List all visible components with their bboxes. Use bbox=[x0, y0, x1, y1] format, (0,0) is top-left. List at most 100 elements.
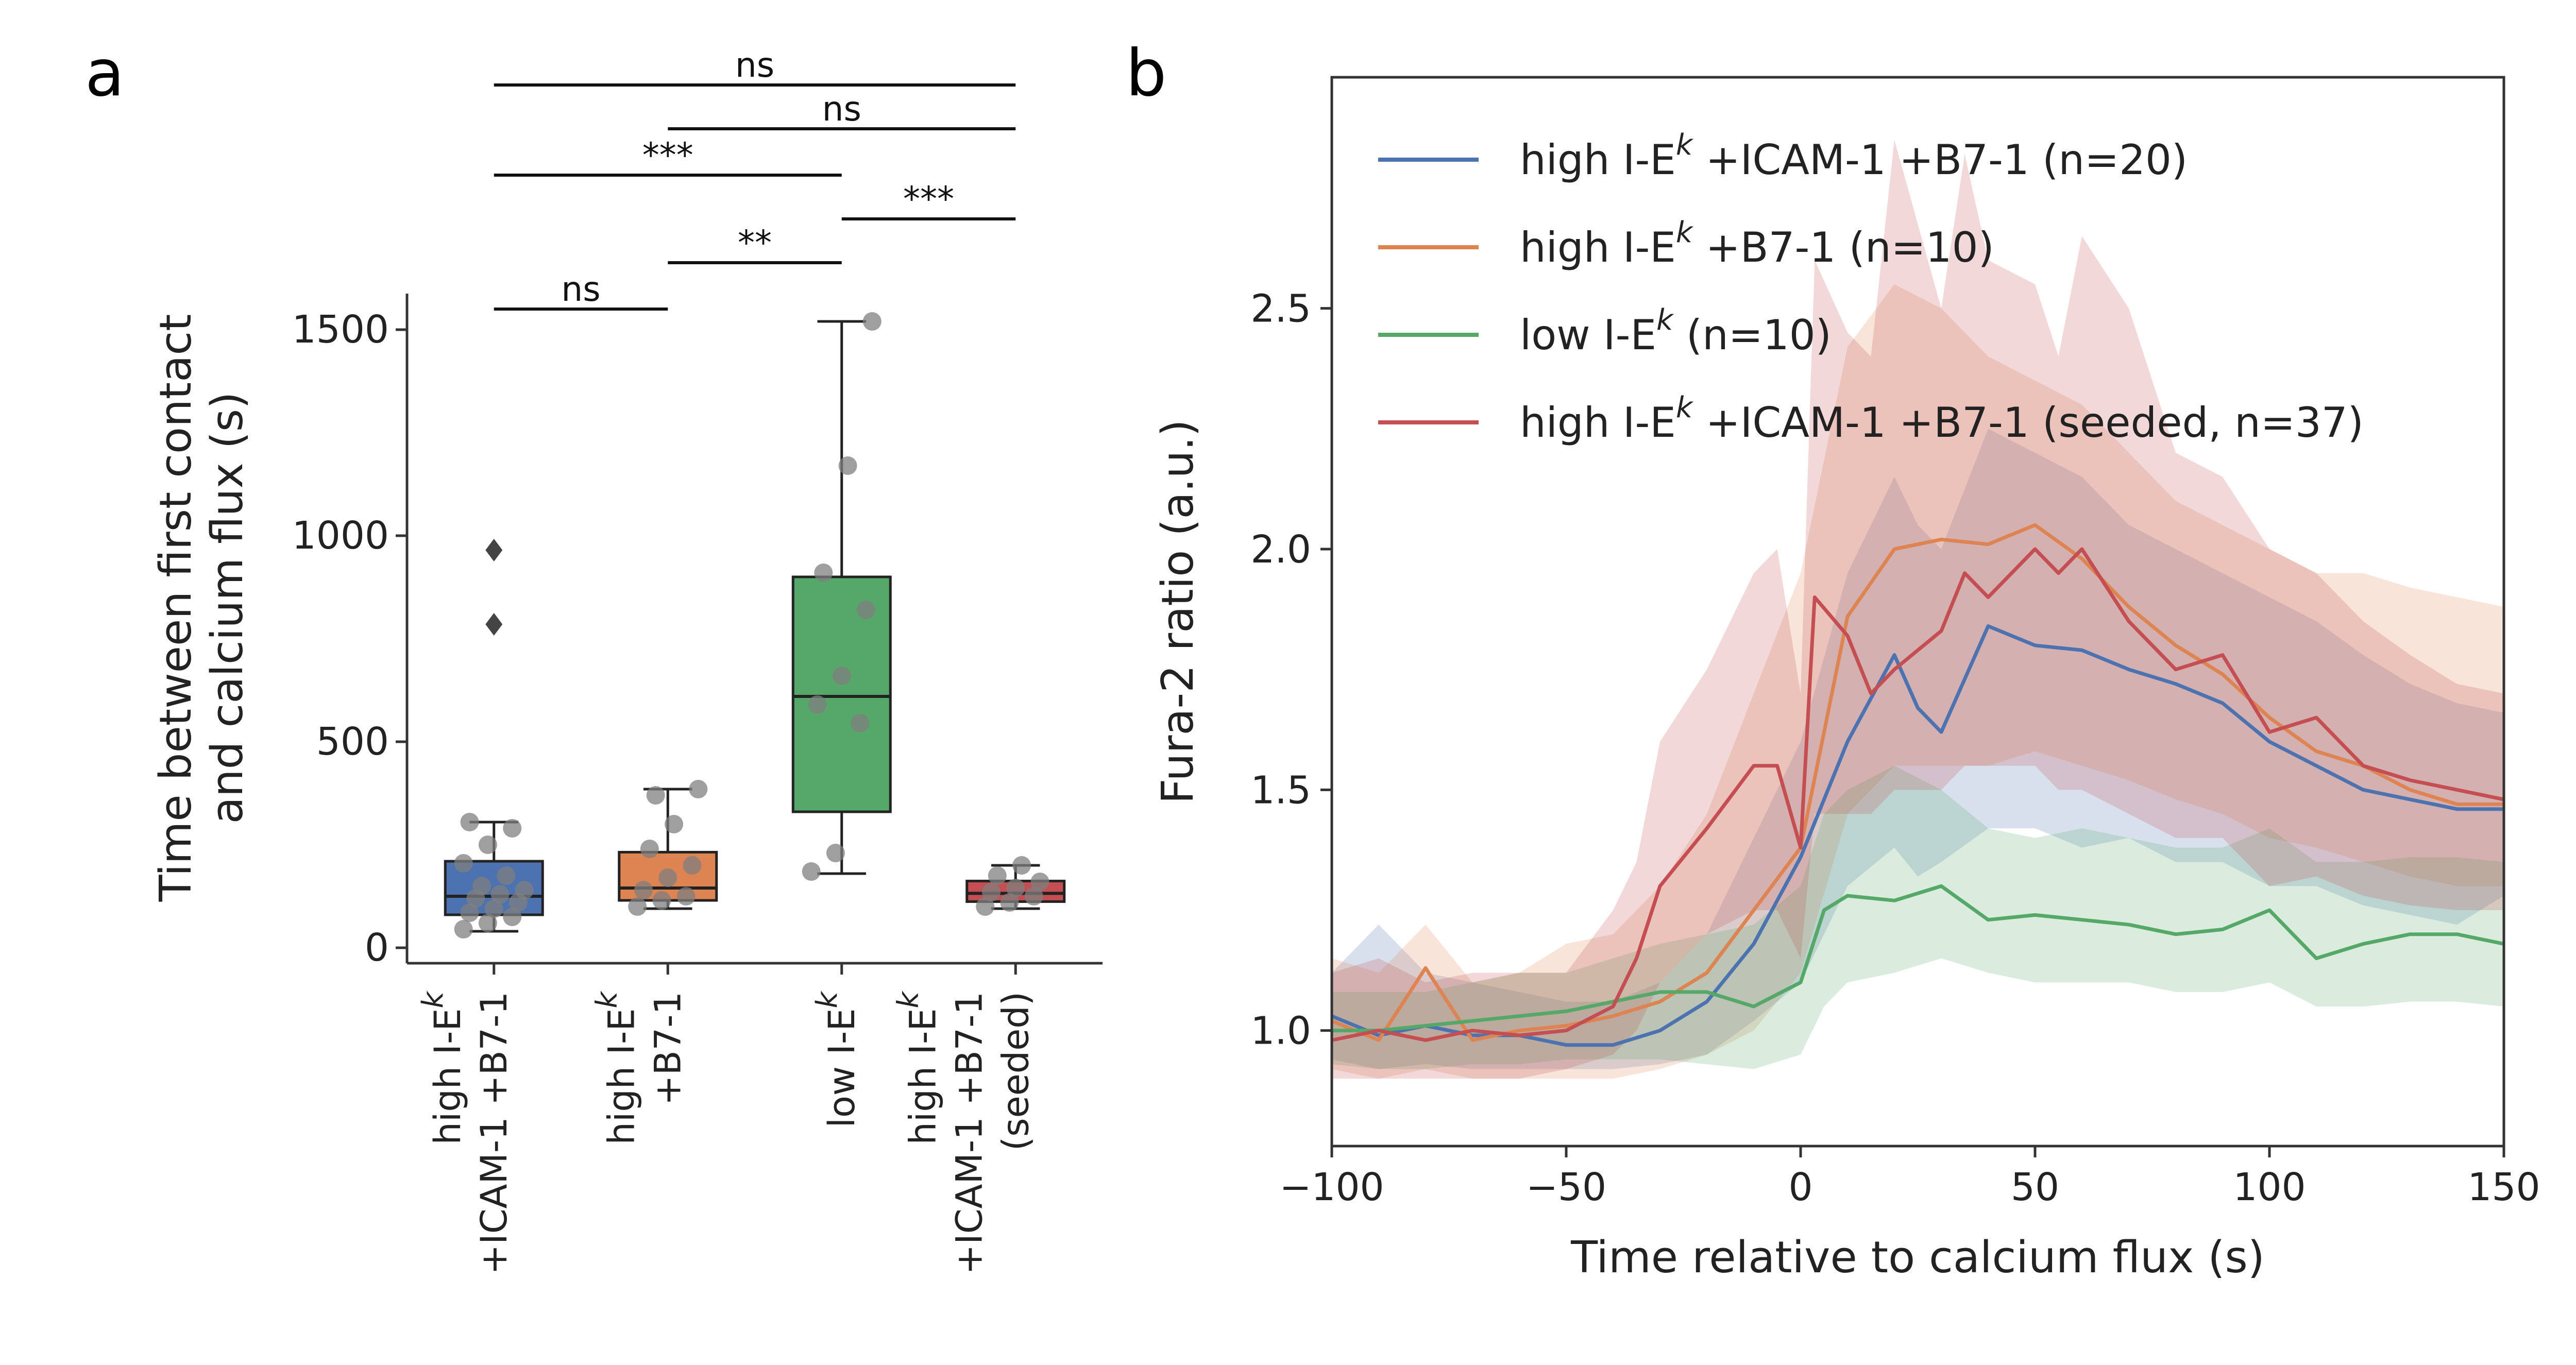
series-line-3 bbox=[1331, 547, 2504, 1042]
data-point bbox=[988, 866, 1007, 885]
data-point bbox=[982, 883, 1001, 901]
legend-label: high I-Ek +ICAM-1 +B7-1 (n=20) bbox=[1520, 128, 2188, 184]
data-point bbox=[652, 891, 671, 910]
line-plot-panel: −100 −50 0 50 100 150 1.0 1.5 2.0 2.5 Time relativ… bbox=[1153, 76, 2540, 1283]
y-tick-label: 1000 bbox=[292, 514, 389, 558]
y-tick-label: 2.5 bbox=[1250, 287, 1311, 331]
data-point bbox=[634, 881, 653, 899]
data-point bbox=[1000, 893, 1019, 912]
confidence-band-1 bbox=[1332, 284, 2504, 1079]
series-line-0 bbox=[1331, 624, 2504, 1047]
legend-label: high I-Ek +ICAM-1 +B7-1 (seeded, n=37) bbox=[1520, 391, 2364, 447]
box-iqr bbox=[791, 575, 892, 813]
y-tick-label: 500 bbox=[316, 720, 389, 764]
significance-bar: ns bbox=[494, 45, 1016, 87]
data-point bbox=[646, 786, 665, 805]
data-point bbox=[1006, 879, 1025, 897]
data-point bbox=[862, 312, 882, 331]
category-label: high I-Ek bbox=[590, 990, 642, 1145]
data-point bbox=[826, 844, 845, 862]
significance-bar: ** bbox=[668, 223, 842, 264]
data-point bbox=[683, 856, 702, 875]
x-tick-label: −50 bbox=[1526, 1165, 1606, 1209]
data-point bbox=[689, 780, 708, 798]
significance-bar: ns bbox=[668, 89, 1016, 130]
data-point bbox=[503, 908, 522, 926]
y-tick-label: 0 bbox=[365, 926, 389, 970]
data-point bbox=[976, 897, 995, 916]
legend-entry-3: high I-Ek +ICAM-1 +B7-1 (seeded, n=37) bbox=[1378, 391, 2364, 447]
y-tick-label: 1.5 bbox=[1250, 768, 1311, 812]
data-point bbox=[851, 714, 870, 732]
data-point bbox=[814, 564, 833, 582]
category-label: high I-Ek bbox=[891, 990, 944, 1145]
x-tick-label: 0 bbox=[1788, 1165, 1812, 1209]
data-point bbox=[503, 819, 522, 838]
outlier-marker bbox=[485, 613, 503, 636]
significance-bar: *** bbox=[494, 135, 842, 177]
data-point bbox=[832, 667, 851, 685]
y-tick-label: 2.0 bbox=[1250, 527, 1311, 572]
data-point bbox=[490, 885, 510, 903]
panel-b-letter: b bbox=[1126, 36, 1166, 111]
data-point bbox=[515, 881, 534, 899]
category-label: (seeded) bbox=[994, 992, 1037, 1151]
y-axis-label: Time between first contactand calcium fl… bbox=[150, 314, 253, 902]
category-label: +B7-1 bbox=[647, 992, 689, 1105]
data-point bbox=[478, 835, 497, 854]
data-point bbox=[484, 899, 503, 918]
significance-label: ns bbox=[735, 45, 774, 85]
y-tick-label: 1.0 bbox=[1250, 1009, 1311, 1053]
box-2: low I-Ek bbox=[791, 312, 892, 1128]
legend-entry-2: low I-Ek (n=10) bbox=[1378, 303, 1832, 359]
confidence-band-2 bbox=[1332, 765, 2504, 1069]
significance-bar: ns bbox=[494, 269, 668, 311]
legend-label: low I-Ek (n=10) bbox=[1520, 303, 1832, 359]
box-3: high I-Ek +ICAM-1 +B7-1 (seeded) bbox=[891, 856, 1066, 1275]
category-label: +ICAM-1 +B7-1 bbox=[948, 992, 990, 1275]
data-point bbox=[802, 862, 821, 881]
x-tick-label: 100 bbox=[2233, 1165, 2306, 1209]
data-point bbox=[454, 854, 473, 873]
box-plot-panel: 0 500 1000 1500 Time between first contactan… bbox=[150, 45, 1103, 1275]
data-point bbox=[857, 601, 875, 619]
box-0: high I-Ek +ICAM-1 +B7-1 bbox=[416, 539, 544, 1275]
x-tick-label: 50 bbox=[2011, 1165, 2059, 1209]
data-point bbox=[460, 903, 479, 922]
data-point bbox=[1012, 856, 1031, 875]
significance-label: *** bbox=[642, 135, 693, 175]
x-tick-label: 150 bbox=[2467, 1165, 2540, 1209]
y-axis-label: Fura-2 ratio (a.u.) bbox=[1153, 419, 1204, 804]
data-point bbox=[808, 695, 827, 714]
data-point bbox=[1024, 887, 1043, 906]
series-line-2 bbox=[1332, 884, 2504, 1033]
legend-entry-1: high I-Ek +B7-1 (n=10) bbox=[1378, 216, 1994, 271]
data-point bbox=[658, 868, 677, 887]
box-1: high I-Ek +B7-1 bbox=[590, 780, 718, 1145]
data-point bbox=[665, 815, 684, 833]
series-line-1 bbox=[1331, 523, 2504, 1042]
significance-label: ns bbox=[822, 89, 861, 129]
data-point bbox=[1030, 873, 1049, 891]
legend-label: high I-Ek +B7-1 (n=10) bbox=[1520, 216, 1994, 271]
data-point bbox=[460, 813, 479, 831]
significance-label: *** bbox=[903, 179, 954, 219]
outlier-marker bbox=[485, 539, 503, 561]
data-point bbox=[628, 897, 647, 916]
data-point bbox=[838, 456, 857, 475]
data-point bbox=[676, 887, 696, 906]
y-tick-label: 1500 bbox=[292, 308, 389, 352]
significance-bar: *** bbox=[841, 179, 1016, 220]
data-point bbox=[497, 866, 516, 885]
legend-entry-0: high I-Ek +ICAM-1 +B7-1 (n=20) bbox=[1378, 128, 2188, 184]
data-point bbox=[454, 920, 473, 939]
x-tick-label: −100 bbox=[1279, 1165, 1384, 1209]
category-label: +ICAM-1 +B7-1 bbox=[473, 992, 515, 1275]
confidence-band-0 bbox=[1332, 429, 2504, 1069]
confidence-band-3 bbox=[1332, 140, 2504, 1079]
category-label: high I-Ek bbox=[416, 990, 469, 1145]
category-label: low I-Ek bbox=[810, 990, 863, 1128]
plot-frame bbox=[1330, 76, 2505, 1148]
significance-label: ns bbox=[561, 269, 600, 309]
